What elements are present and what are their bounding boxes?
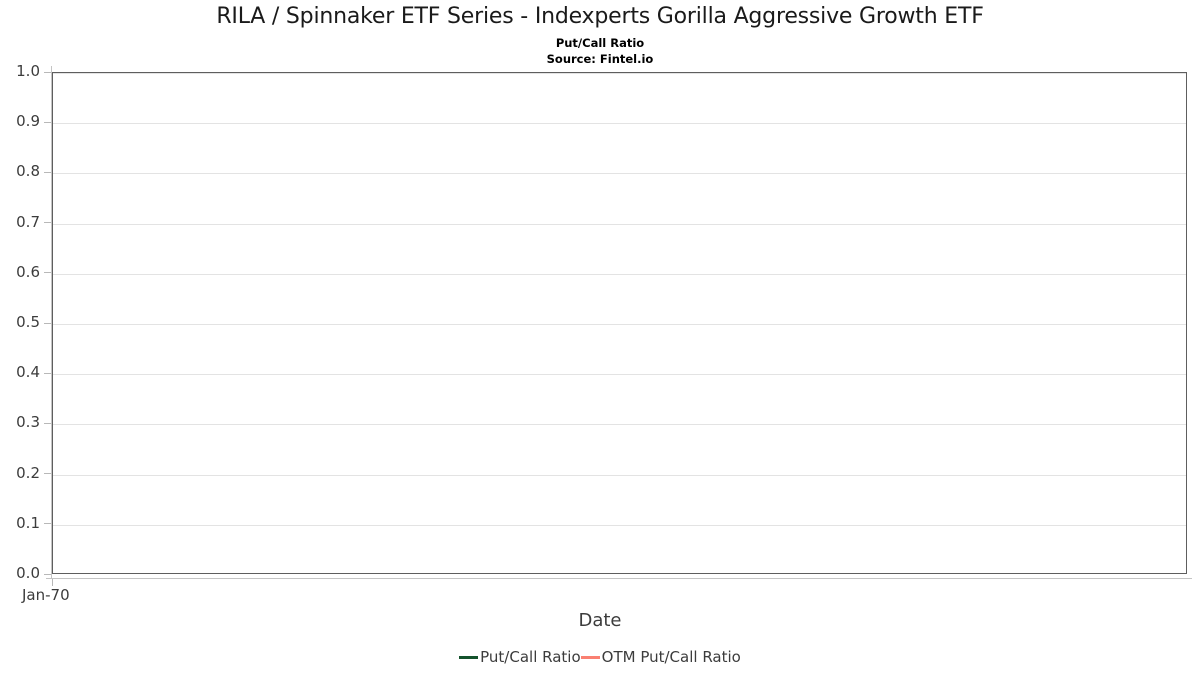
y-axis-tick-label: 0.0 <box>16 564 40 582</box>
legend-label: Put/Call Ratio <box>480 648 581 666</box>
y-axis-tick <box>44 372 51 374</box>
gridline <box>53 73 1186 74</box>
y-axis-tick-label: 1.0 <box>16 62 40 80</box>
y-axis-tick <box>44 121 51 123</box>
y-axis-tick <box>44 523 51 525</box>
gridline <box>53 223 1186 225</box>
y-axis-tick <box>44 171 51 174</box>
x-axis-tick-label: Jan-70 <box>22 586 70 604</box>
gridline <box>53 524 1186 526</box>
gridline <box>53 273 1186 275</box>
y-axis-tick <box>44 322 51 324</box>
y-axis-tick <box>44 71 51 73</box>
chart-legend: Put/Call Ratio OTM Put/Call Ratio <box>0 648 1200 666</box>
y-axis-tick-label: 0.1 <box>16 513 40 532</box>
gridline <box>53 374 1186 376</box>
y-axis-tick <box>44 422 51 425</box>
y-axis-tick-label: 0.7 <box>16 212 40 231</box>
legend-item[interactable]: Put/Call Ratio <box>459 648 581 666</box>
x-axis-spine <box>46 578 1192 580</box>
legend-label: OTM Put/Call Ratio <box>601 648 741 666</box>
y-axis-tick <box>44 473 51 475</box>
gridline <box>53 173 1186 175</box>
y-axis-tick-label: 0.8 <box>16 162 40 181</box>
gridline <box>53 474 1186 476</box>
gridline <box>53 123 1186 125</box>
x-axis-title: Date <box>578 610 622 631</box>
legend-item[interactable]: OTM Put/Call Ratio <box>580 648 741 666</box>
chart-subtitle: Put/Call Ratio <box>555 36 645 50</box>
x-axis-tick <box>51 579 53 586</box>
gridline <box>53 324 1186 325</box>
y-axis-tick-label: 0.3 <box>16 413 40 432</box>
y-axis-spine <box>51 66 53 578</box>
chart-title: RILA / Spinnaker ETF Series - Indexperts… <box>216 4 984 29</box>
y-axis-tick <box>44 272 51 274</box>
series-layer <box>53 73 1187 574</box>
y-axis-tick-label: 0.2 <box>16 463 40 482</box>
chart-source: Source: Fintel.io <box>546 52 654 66</box>
plot-area <box>52 72 1187 574</box>
y-axis-tick-label: 0.9 <box>16 112 40 131</box>
legend-color-swatch <box>580 655 600 659</box>
y-axis-tick-label: 0.6 <box>16 262 40 281</box>
legend-color-swatch <box>459 655 479 659</box>
y-axis-tick <box>44 573 51 575</box>
y-axis-tick <box>44 222 51 224</box>
gridline <box>53 424 1186 426</box>
y-axis-tick-label: 0.4 <box>16 363 40 382</box>
y-axis-tick-label: 0.5 <box>16 313 40 331</box>
